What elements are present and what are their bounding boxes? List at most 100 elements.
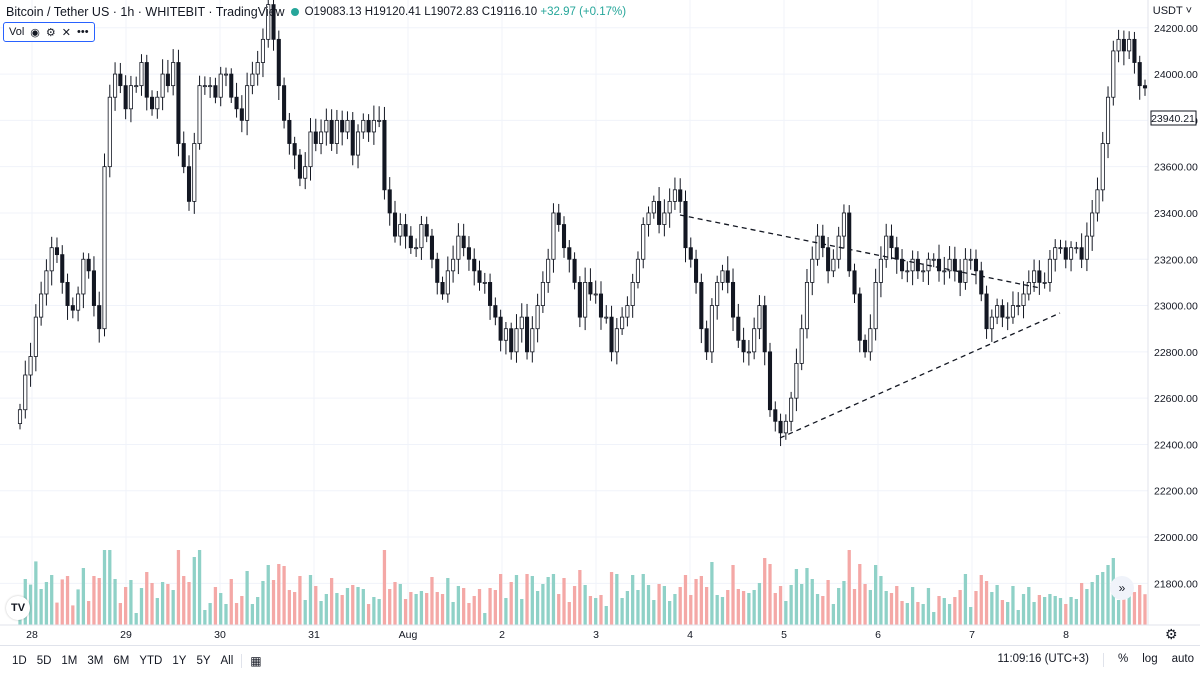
volume-bar — [720, 597, 725, 625]
range-button-5y[interactable]: 5Y — [196, 655, 211, 667]
volume-bar — [641, 574, 645, 625]
volume-bar — [393, 582, 397, 625]
settings-gear-icon[interactable]: ⚙ — [1165, 626, 1178, 642]
volume-bar — [213, 587, 218, 625]
range-button-1d[interactable]: 1D — [12, 655, 27, 667]
volume-bar — [1143, 594, 1147, 625]
volume-bar — [250, 604, 255, 625]
candle-down — [313, 131, 318, 144]
candle-up — [921, 270, 926, 273]
volume-bar — [546, 577, 550, 625]
candle-up — [614, 328, 619, 353]
volume-indicator-label: Vol — [9, 26, 25, 38]
range-button-1y[interactable]: 1Y — [172, 655, 187, 667]
volume-bar — [335, 593, 339, 625]
candle-up — [1042, 282, 1047, 284]
volume-bar — [657, 584, 661, 625]
volume-bar — [314, 586, 318, 625]
candle-down — [889, 235, 894, 249]
candle-up — [303, 166, 308, 179]
volume-bar — [329, 578, 334, 625]
change-value: +32.97 (+0.17%) — [540, 6, 627, 18]
volume-bar — [1106, 565, 1110, 625]
candle-down — [588, 282, 593, 295]
candle-down — [165, 73, 170, 87]
candle-up — [651, 200, 656, 214]
candle-down — [144, 62, 149, 98]
volume-bar — [662, 586, 667, 625]
volume-indicator-legend[interactable]: Vol ◉ ⚙ ✕ ••• — [3, 22, 95, 42]
candle-up — [947, 258, 952, 272]
candle-down — [847, 212, 852, 272]
more-icon[interactable]: ••• — [77, 26, 89, 38]
auto-toggle[interactable]: auto — [1171, 653, 1194, 665]
range-button-5d[interactable]: 5D — [36, 655, 52, 667]
candle-up — [884, 235, 889, 260]
volume-bar — [1079, 583, 1084, 625]
volume-bar — [884, 591, 888, 625]
candle-up — [514, 328, 519, 353]
y-tick-label: 24200.00 — [1154, 23, 1198, 35]
volume-bar — [483, 613, 487, 625]
range-button-3m[interactable]: 3M — [87, 655, 104, 667]
volume-bar — [498, 574, 503, 625]
scroll-to-realtime-button[interactable]: » — [1110, 576, 1134, 600]
candle-up — [308, 131, 313, 168]
volume-bar — [1101, 572, 1105, 625]
range-button-6m[interactable]: 6M — [113, 655, 130, 667]
volume-bar — [815, 594, 820, 625]
tradingview-logo-icon[interactable]: TV — [6, 596, 30, 620]
candle-up — [968, 258, 973, 261]
volume-bar — [65, 576, 70, 625]
volume-bar — [551, 574, 556, 625]
volume-bar — [467, 603, 471, 625]
candle-up — [878, 258, 883, 283]
time-axis: 28 29 30 31 Aug 2 3 4 5 6 7 8 — [0, 624, 1200, 641]
candle-up — [503, 328, 508, 341]
symbol-title[interactable]: Bitcoin / Tether US · 1h · WHITEBIT · Tr… — [6, 5, 285, 19]
candle-down — [239, 108, 244, 121]
volume-bar — [282, 566, 286, 625]
currency-selector[interactable]: USDT ˅ — [1153, 5, 1192, 17]
volume-bar — [831, 604, 836, 625]
range-button-ytd[interactable]: YTD — [139, 655, 163, 667]
eye-icon[interactable]: ◉ — [30, 26, 40, 39]
candle-up — [208, 85, 213, 88]
candle-up — [1021, 293, 1026, 306]
gear-icon[interactable]: ⚙ — [45, 26, 56, 39]
candle-down — [297, 154, 302, 179]
candle-down — [186, 166, 192, 202]
candle-up — [646, 212, 651, 225]
candlestick-series — [17, 0, 1148, 447]
y-tick-label: 22200.00 — [1154, 486, 1198, 498]
volume-bar — [102, 550, 107, 625]
candle-down — [181, 143, 186, 168]
time-display[interactable]: 11:09:16 (UTC+3) — [997, 653, 1090, 665]
candle-down — [488, 282, 493, 306]
market-status-icon — [290, 8, 299, 16]
candle-up — [630, 282, 635, 306]
candle-down — [979, 270, 984, 295]
y-tick-label: 22000.00 — [1154, 532, 1198, 544]
candle-up — [989, 316, 994, 330]
volume-bar — [277, 564, 281, 625]
calendar-goto-icon[interactable]: ▦ — [250, 654, 262, 668]
candle-up — [128, 85, 133, 110]
candle-up — [33, 316, 38, 357]
candle-up — [245, 85, 250, 121]
volume-bar — [208, 603, 212, 625]
candle-down — [567, 247, 572, 260]
volume-bar — [409, 592, 413, 625]
range-button-1m[interactable]: 1M — [61, 655, 78, 667]
y-tick-label: 23000.00 — [1154, 301, 1198, 313]
close-icon[interactable]: ✕ — [61, 26, 71, 39]
candle-down — [1121, 38, 1126, 52]
candle-down — [736, 316, 741, 341]
range-button-all[interactable]: All — [220, 655, 234, 667]
volume-bar — [271, 580, 276, 625]
percent-toggle[interactable]: % — [1118, 653, 1129, 665]
candle-up — [456, 235, 461, 260]
volume-bar — [414, 594, 418, 625]
log-toggle[interactable]: log — [1142, 653, 1158, 665]
